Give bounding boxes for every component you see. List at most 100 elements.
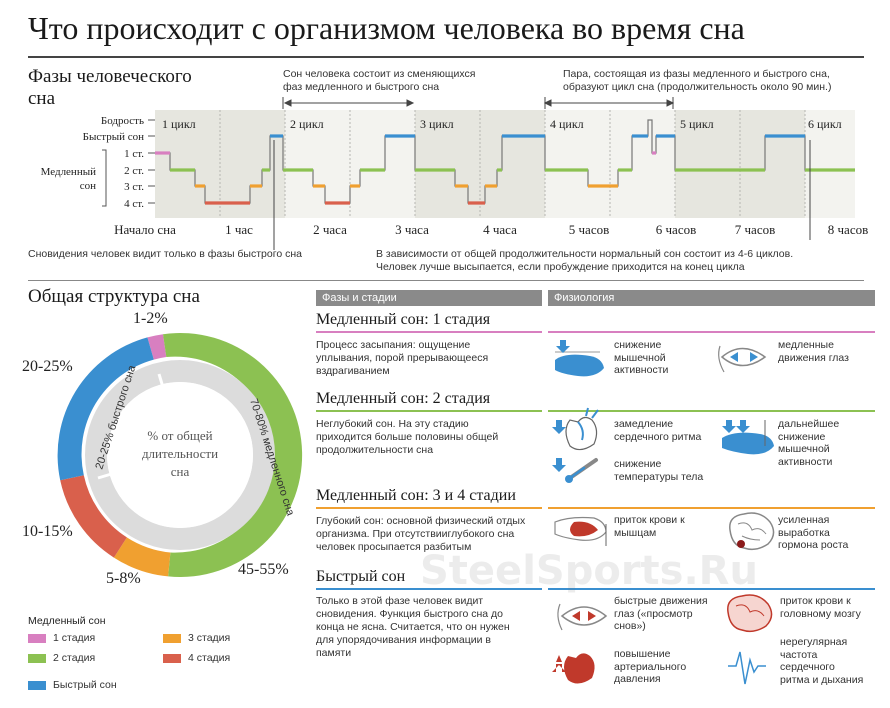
phys-rem-a-l3: снов») bbox=[614, 620, 646, 632]
eye-icon bbox=[718, 345, 767, 373]
legend-label-rem: Быстрый сон bbox=[53, 679, 117, 691]
cycle-label-6: 6 цикл bbox=[808, 117, 842, 131]
cycle-label-4: 4 цикл bbox=[550, 117, 584, 131]
muscle-decrease-icon bbox=[722, 420, 774, 455]
note-dreams: Сновидения человек видит только в фазы б… bbox=[28, 248, 302, 260]
legend-label-stage2: 2 стадия bbox=[53, 652, 96, 664]
stage1-title: Медленный сон: 1 стадия bbox=[316, 311, 491, 328]
hypnogram: Бодрость Быстрый сон Медленный сон 1 ст.… bbox=[41, 97, 868, 250]
phys-rem-b: приток крови к головному мозгу bbox=[780, 595, 861, 620]
stage2-desc-line1: Неглубокий сон. На эту стадию bbox=[316, 418, 469, 430]
note-cycles-line1: Сон человека состоит из сменяющихся bbox=[283, 68, 476, 80]
inner-ring bbox=[85, 360, 275, 550]
phys-s2-b: дальнейшее снижение мышечной активности bbox=[778, 418, 839, 468]
phases-title: Фазы человеческого сна bbox=[28, 66, 192, 110]
phys-s2-c-l1: снижение bbox=[614, 458, 662, 470]
stage34-line-right bbox=[548, 507, 875, 509]
phases-title-line2: сна bbox=[28, 88, 56, 109]
thermometer-icon bbox=[552, 458, 598, 483]
x-tick-3: 3 часа bbox=[395, 222, 429, 237]
note-total-line2: Человек лучше высыпается, если пробужден… bbox=[376, 261, 745, 273]
legend-swatch-stage2 bbox=[28, 654, 46, 663]
y-label-wake: Бодрость bbox=[101, 115, 144, 127]
stage34-desc-line1: Глубокий сон: основной физический отдых bbox=[316, 515, 526, 527]
donut-center-label: % от общей длительности сна bbox=[142, 428, 218, 479]
pct-stage1: 1-2% bbox=[133, 310, 168, 327]
hypnogram-segments bbox=[155, 134, 855, 205]
heart-icon bbox=[552, 407, 599, 451]
band-cycle-6 bbox=[805, 110, 855, 218]
stage1-desc-line3: вздрагиванием bbox=[316, 365, 390, 377]
stage34-desc-line2: организма. При отсутствииглубокого сна bbox=[316, 528, 515, 540]
pointer-lines bbox=[273, 140, 811, 250]
legend-swatch-rem bbox=[28, 681, 46, 690]
phys-s34-a-l2: мышцам bbox=[614, 526, 657, 539]
phys-s34-b-l1: усиленная bbox=[778, 514, 830, 526]
center-line-2: длительности bbox=[142, 446, 218, 461]
note-total-line1: В зависимости от общей продолжительности… bbox=[376, 248, 794, 260]
stage2-title: Медленный сон: 2 стадия bbox=[316, 390, 491, 407]
center-line-3: сна bbox=[171, 464, 190, 479]
legend-swatch-stage1 bbox=[28, 634, 46, 643]
cycle-label-1: 1 цикл bbox=[162, 117, 196, 131]
cycle-label-3: 3 цикл bbox=[420, 117, 454, 131]
phys-s2-c-l2: температуры тела bbox=[614, 470, 704, 483]
phys-s34-b-l3: гормона роста bbox=[778, 539, 849, 551]
note-pair-line1: Пара, состоящая из фазы медленного и быс… bbox=[563, 68, 830, 80]
phys-rem-b-l2: головному мозгу bbox=[780, 607, 861, 620]
rem-title: Быстрый сон bbox=[316, 568, 406, 585]
slow-sleep-bracket bbox=[102, 149, 107, 207]
stage2-line bbox=[316, 410, 542, 412]
phys-s1-b-l2: движения глаз bbox=[778, 351, 849, 364]
donut-center bbox=[107, 382, 253, 528]
phys-s2-b-l4: активности bbox=[778, 455, 833, 468]
x-tick-5: 5 часов bbox=[569, 222, 609, 237]
stage1-line bbox=[316, 331, 542, 333]
note-cycles-line2: фаз медленного и быстрого сна bbox=[283, 81, 440, 93]
x-tick-1: 1 час bbox=[225, 222, 253, 237]
phys-rem-c: повышение артериального давления bbox=[614, 648, 686, 686]
y-labels: Бодрость Быстрый сон Медленный сон 1 ст.… bbox=[41, 115, 145, 210]
donut-segment-rem bbox=[57, 337, 154, 481]
inner-divider-bottom bbox=[97, 470, 119, 480]
rem-desc-line5: памяти bbox=[316, 647, 352, 659]
rem-desc-line3: конца не ясна. Считается, что он нужен bbox=[316, 621, 510, 633]
phys-rem-a-l1: быстрые движения bbox=[614, 595, 708, 607]
legend-label-stage1: 1 стадия bbox=[53, 632, 96, 644]
rem-desc-line4: для упорядочивания информации в bbox=[316, 634, 491, 646]
phys-s1-b: медленные движения глаз bbox=[778, 339, 849, 364]
cycle-label-2: 2 цикл bbox=[290, 117, 324, 131]
legend-swatch-stage4 bbox=[163, 654, 181, 663]
phys-s1-a: снижение мышечной активности bbox=[614, 339, 668, 377]
rem-line-right bbox=[548, 588, 875, 590]
phys-rem-a-l2: глаз («просмотр bbox=[614, 607, 693, 620]
phys-s1-b-l1: медленные bbox=[778, 339, 834, 351]
watermark: SteelSports.Ru bbox=[420, 548, 758, 594]
header-physiology: Физиология bbox=[548, 290, 875, 306]
stage1-line-right bbox=[548, 331, 875, 333]
y-label-s4: 4 ст. bbox=[124, 198, 144, 210]
legend-label-stage4: 4 стадия bbox=[188, 652, 231, 664]
phys-rem-c-l3: давления bbox=[614, 673, 661, 685]
rhythm-icon bbox=[728, 651, 766, 685]
heart-pressure-icon bbox=[552, 653, 595, 684]
muscle-bloodflow-icon bbox=[554, 516, 607, 546]
note-pair: Пара, состоящая из фазы медленного и быс… bbox=[563, 68, 883, 94]
phys-s34-b: усиленная выработка гормона роста bbox=[778, 514, 848, 552]
x-tick-labels: Начало сна 1 час 2 часа 3 часа 4 часа 5 … bbox=[114, 222, 868, 237]
brain-hormone-icon bbox=[729, 512, 775, 551]
phys-s1-a-l3: активности bbox=[614, 364, 669, 376]
phys-rem-d-l4: ритма и дыхания bbox=[780, 673, 864, 686]
stage2-desc-line2: приходится больше половины общей bbox=[316, 431, 499, 443]
y-label-s2: 2 ст. bbox=[124, 165, 144, 177]
phys-s34-b-l2: выработка bbox=[778, 526, 830, 539]
note-cycles: Сон человека состоит из сменяющихся фаз … bbox=[283, 68, 513, 94]
stage34-desc-line3: человек просыпается разбитым bbox=[316, 541, 472, 553]
stage34-line bbox=[316, 507, 542, 509]
phys-s1-a-l2: мышечной bbox=[614, 351, 666, 364]
y-label-slow-2: сон bbox=[80, 180, 96, 192]
rem-desc-line1: Только в этой фазе человек видит bbox=[316, 595, 484, 607]
pct-stage3: 5-8% bbox=[106, 570, 141, 587]
center-line-1: % от общей bbox=[147, 428, 212, 443]
